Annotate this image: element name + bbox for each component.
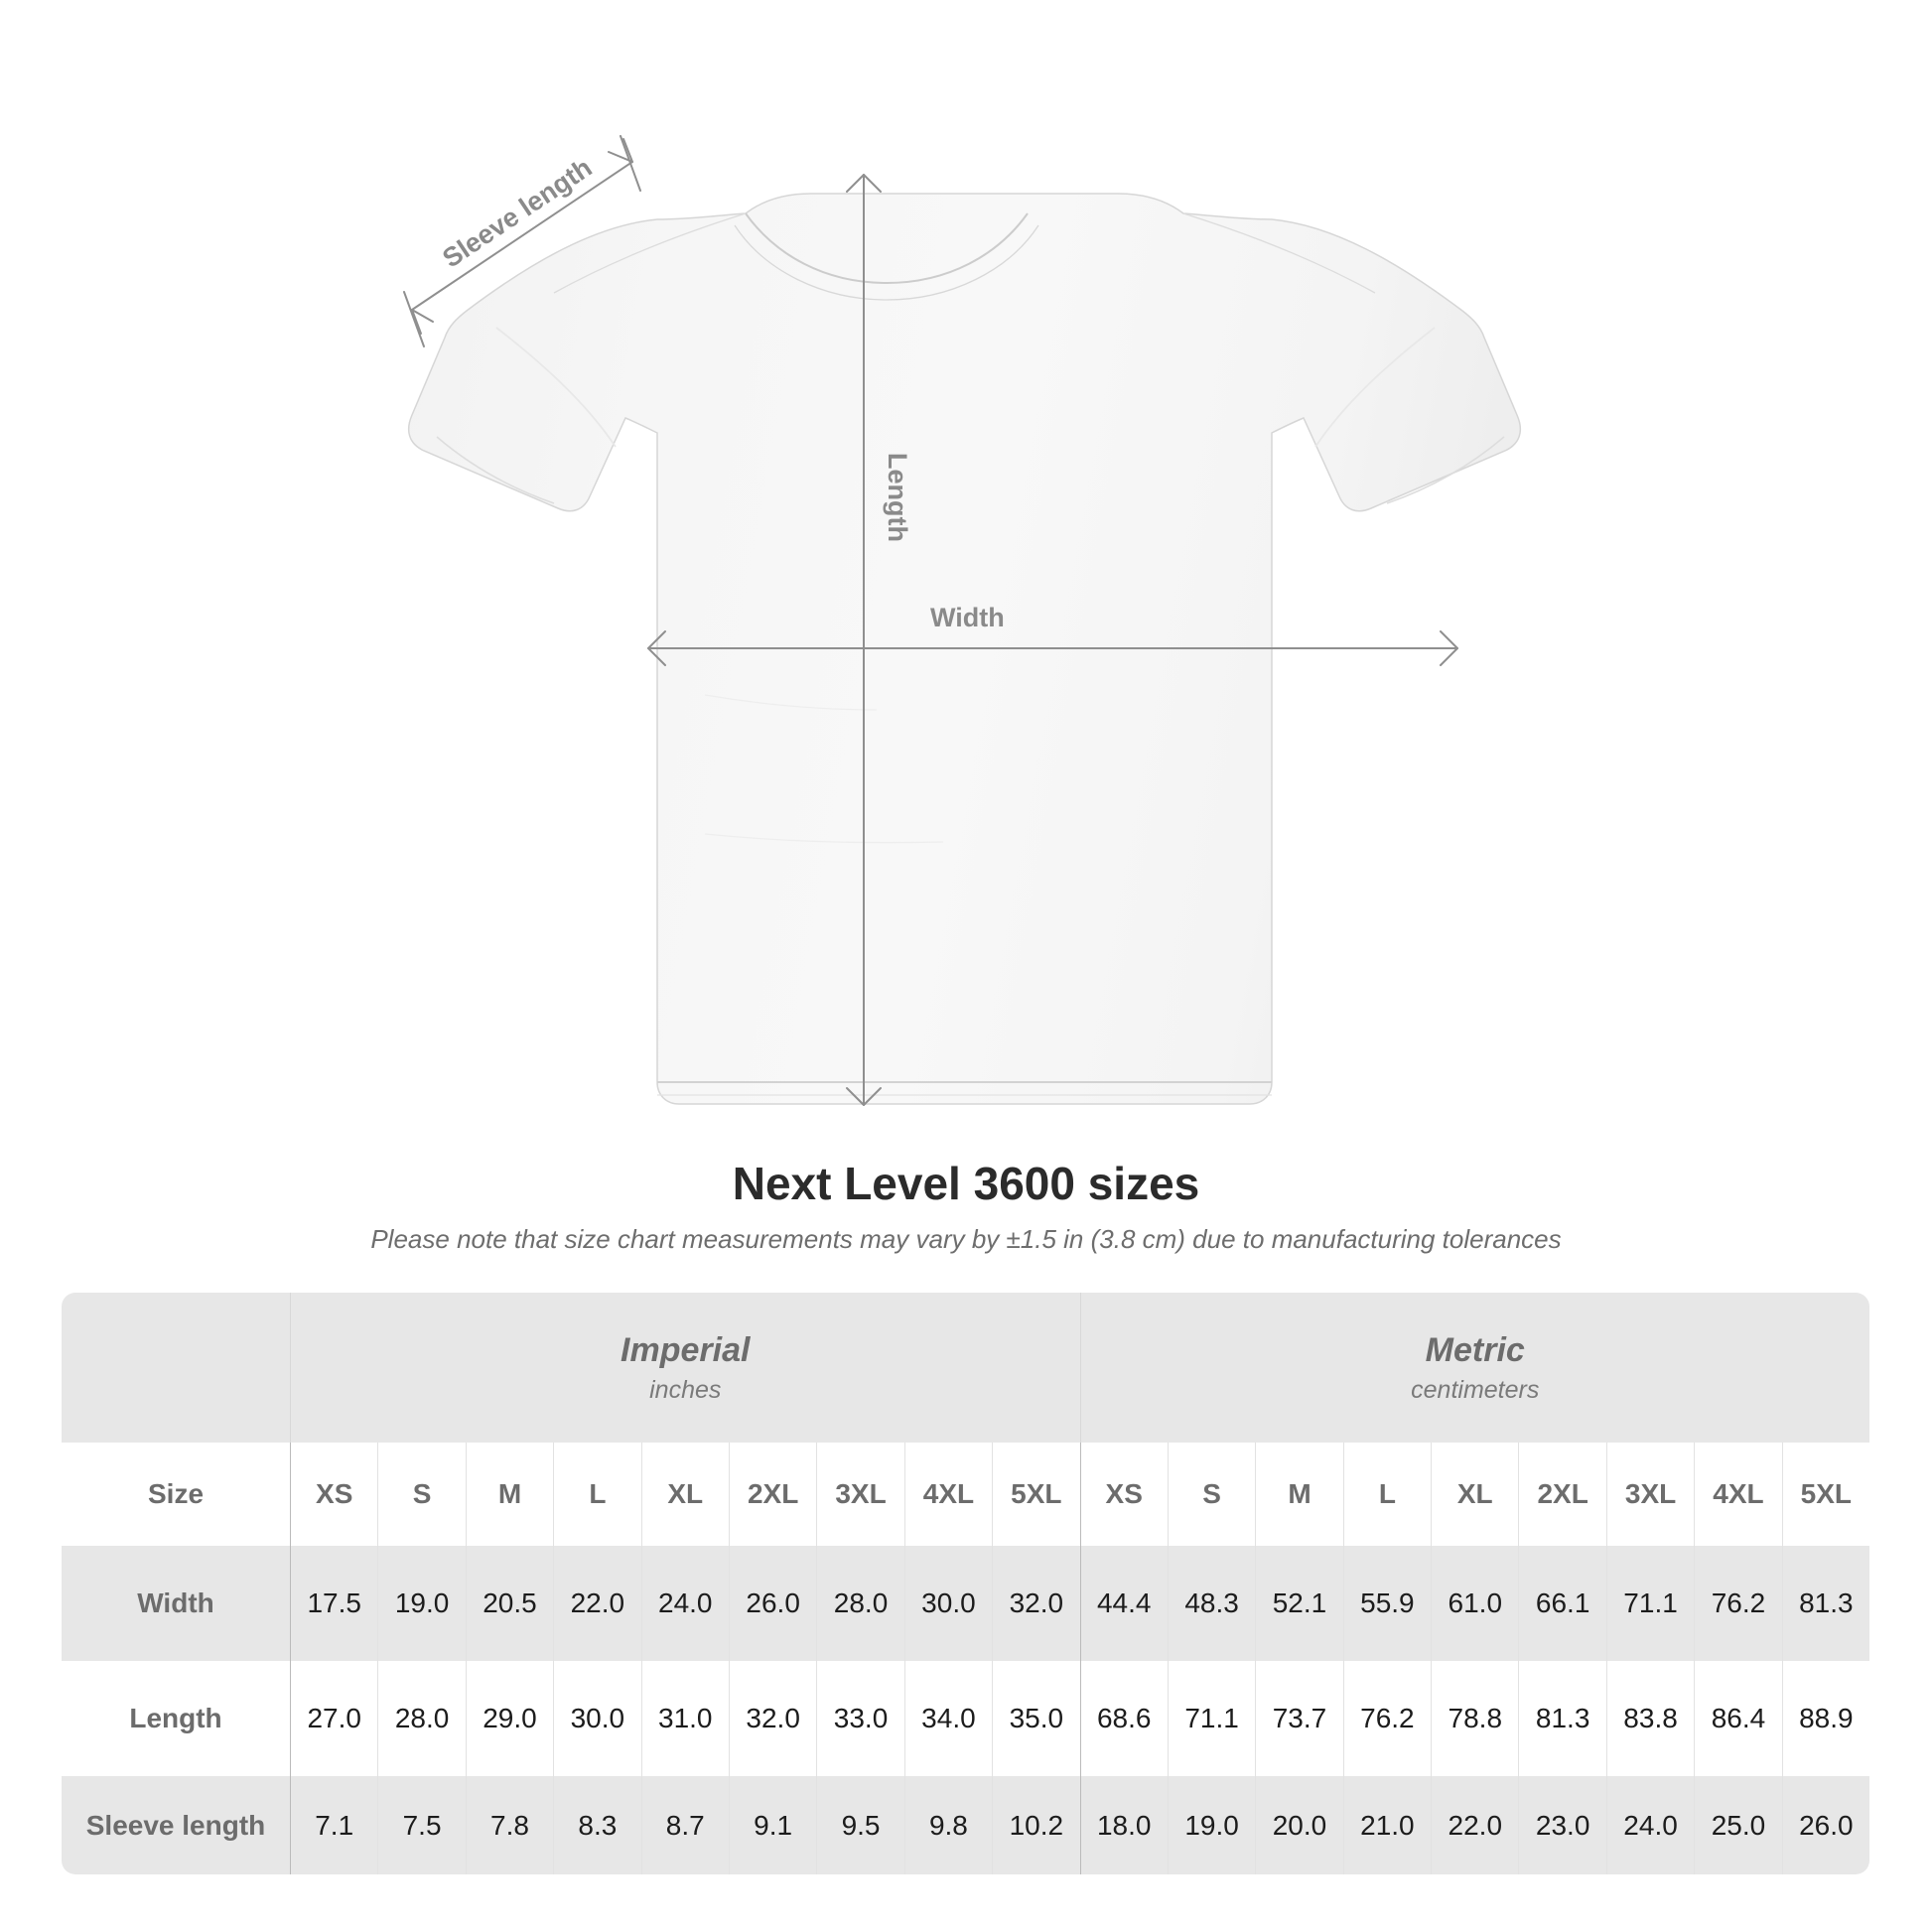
- svg-text:Width: Width: [930, 603, 1005, 632]
- svg-text:Length: Length: [883, 453, 912, 542]
